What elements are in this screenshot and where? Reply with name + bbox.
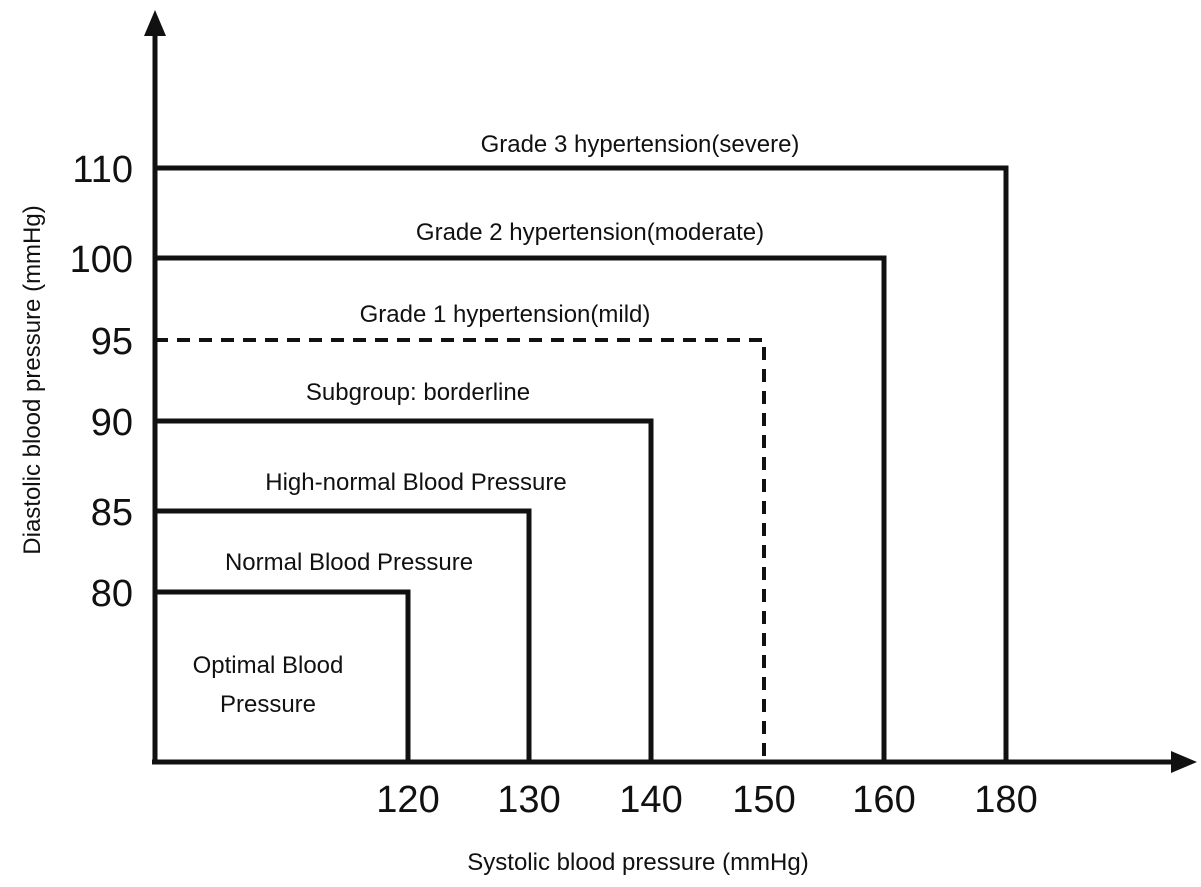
y-tick-label: 95	[91, 321, 133, 363]
y-tick-label: 85	[91, 492, 133, 534]
y-axis-arrowhead	[144, 10, 166, 36]
x-tick-label: 150	[732, 779, 795, 821]
borderline-boundary	[155, 418, 654, 762]
optimal-label-line2: Pressure	[220, 691, 316, 718]
borderline-label: Subgroup: borderline	[306, 379, 530, 406]
optimal-label-line1: Optimal Blood	[193, 652, 344, 679]
x-tick-label: 140	[619, 779, 682, 821]
y-axis-title: Diastolic blood pressure (mmHg)	[19, 205, 46, 554]
high-normal-boundary	[155, 508, 532, 762]
normal-boundary	[155, 589, 411, 762]
normal-label: Normal Blood Pressure	[225, 549, 473, 576]
grade2-boundary	[155, 255, 887, 762]
grade3-boundary	[155, 165, 1009, 762]
grade2-label: Grade 2 hypertension(moderate)	[416, 219, 764, 246]
high-normal-label: High-normal Blood Pressure	[265, 469, 566, 496]
x-tick-label: 130	[497, 779, 560, 821]
x-axis-title: Systolic blood pressure (mmHg)	[467, 849, 808, 876]
y-tick-label: 80	[91, 573, 133, 615]
grade3-label: Grade 3 hypertension(severe)	[481, 131, 800, 158]
y-tick-label: 110	[72, 149, 133, 191]
y-tick-label: 90	[91, 402, 133, 444]
x-tick-label: 160	[852, 779, 915, 821]
x-tick-label: 120	[376, 779, 439, 821]
grade1-boundary	[155, 338, 766, 762]
x-axis-arrowhead	[1171, 751, 1197, 773]
y-tick-label: 100	[70, 239, 133, 281]
grade1-label: Grade 1 hypertension(mild)	[360, 301, 651, 328]
x-tick-label: 180	[974, 779, 1037, 821]
